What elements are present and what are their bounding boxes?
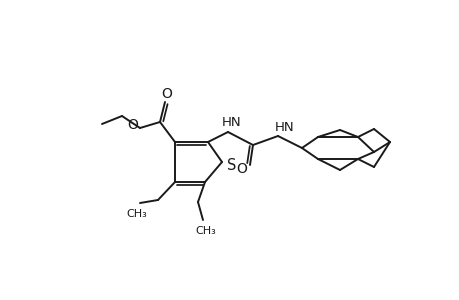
Text: O: O [127,118,138,132]
Text: O: O [161,87,172,101]
Text: S: S [227,158,236,172]
Text: CH₃: CH₃ [195,226,216,236]
Text: HN: HN [274,121,294,134]
Text: O: O [236,162,247,176]
Text: CH₃: CH₃ [126,209,147,219]
Text: HN: HN [222,116,241,128]
